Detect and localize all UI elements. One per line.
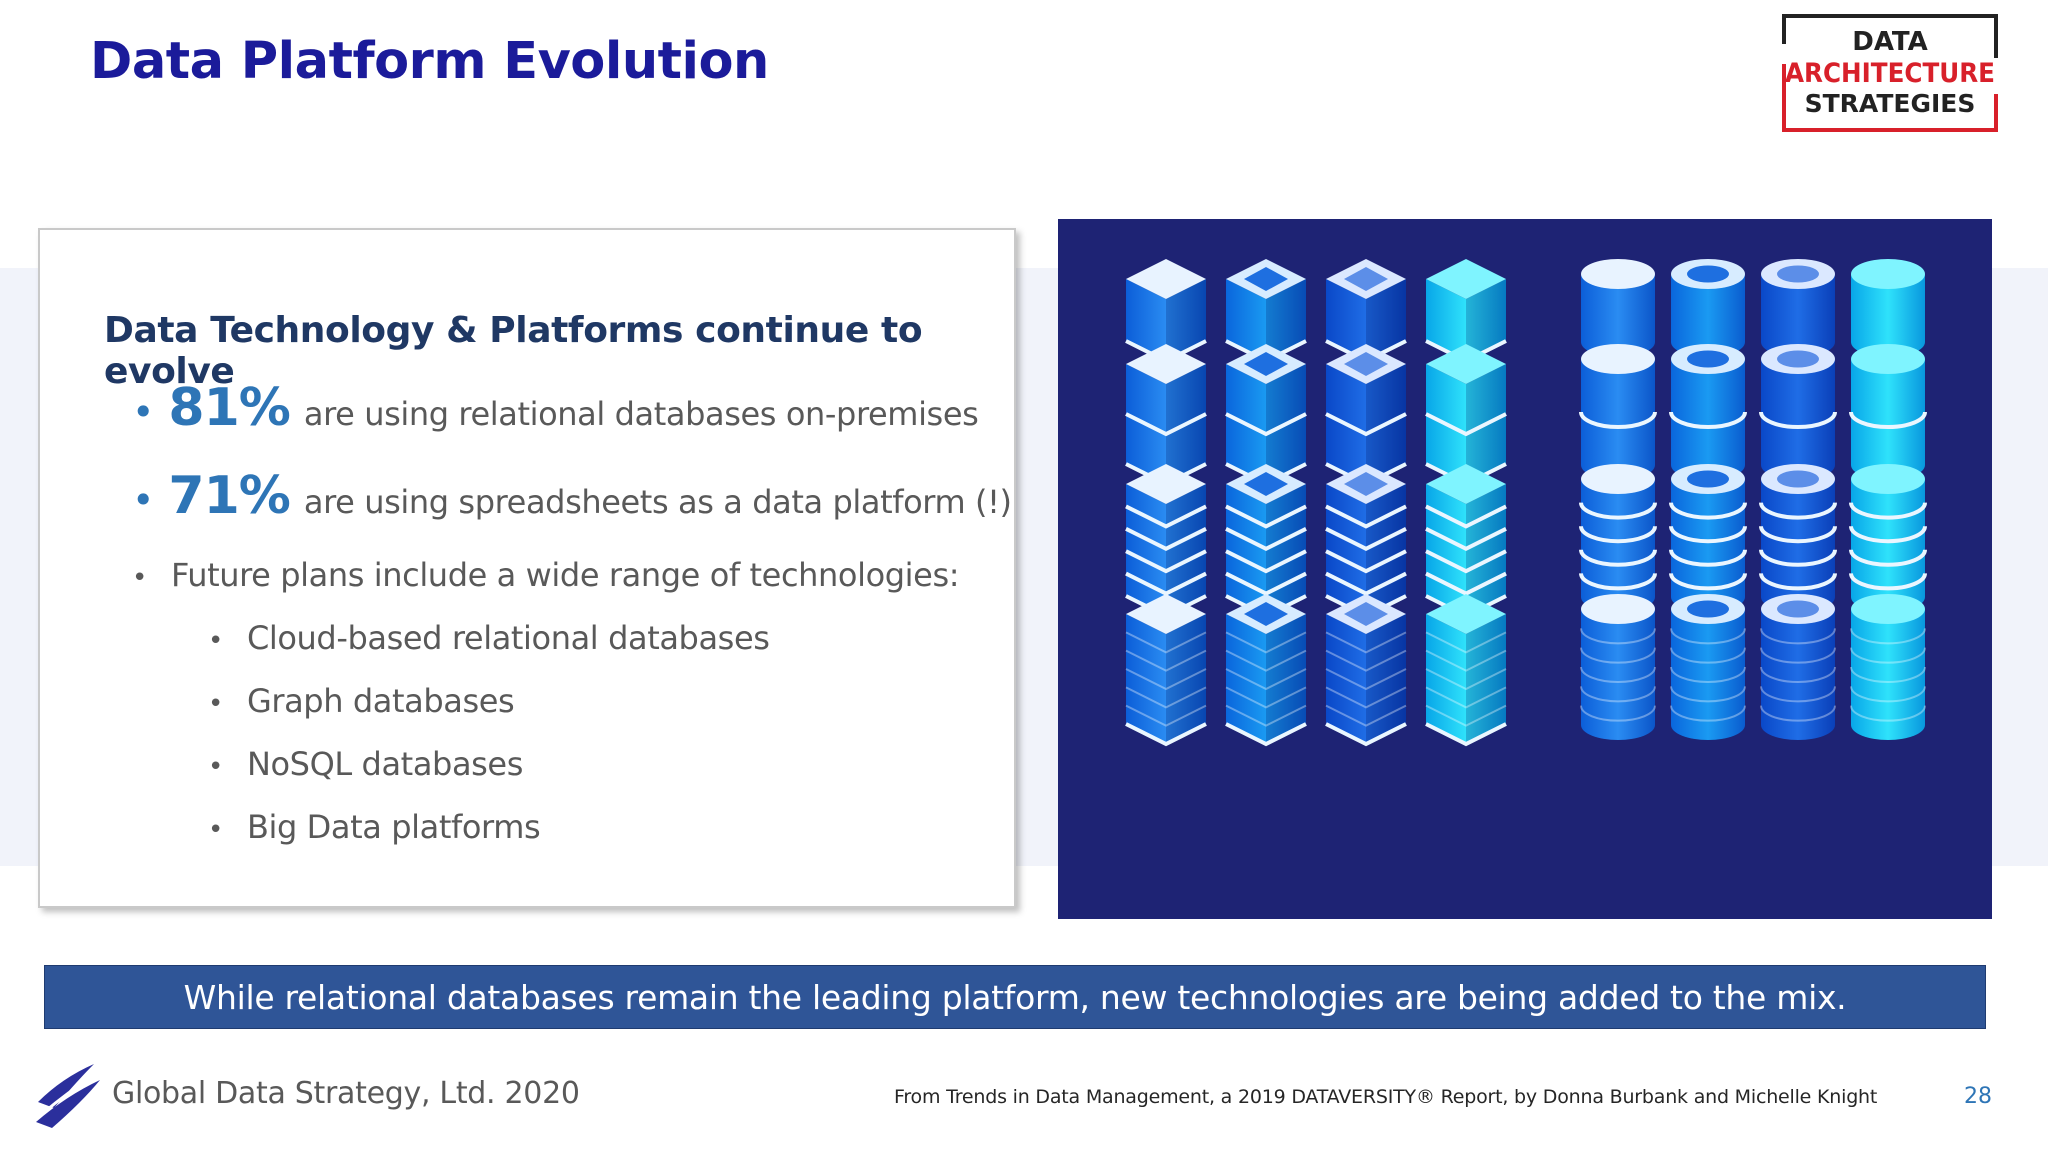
bullet-dot: • [208, 815, 223, 845]
database-cube-icon [1425, 344, 1507, 487]
database-cube-icon [1125, 464, 1207, 619]
stat-row-relational: • 81% are using relational databases on-… [132, 378, 979, 438]
database-illustration [1058, 219, 1992, 919]
page-number: 28 [1964, 1084, 1992, 1109]
database-cylinder-icon [1581, 259, 1655, 357]
database-cube-icon [1325, 344, 1407, 487]
technology-label: Big Data platforms [246, 808, 541, 846]
content-card: Data Technology & Platforms continue to … [38, 228, 1016, 908]
footer-company: Global Data Strategy, Ltd. 2020 [112, 1076, 580, 1111]
summary-banner: While relational databases remain the le… [44, 965, 1986, 1029]
database-cube-icon [1125, 259, 1207, 364]
database-cylinder-icon [1760, 594, 1836, 740]
database-cube-icon [1225, 344, 1307, 487]
technology-label: Cloud-based relational databases [246, 619, 770, 657]
technology-item: • NoSQL databases [208, 745, 523, 783]
future-plans-item: • Future plans include a wide range of t… [132, 556, 960, 594]
logo-line-3: STRATEGIES [1805, 89, 1976, 118]
database-cylinder-icon [1669, 344, 1747, 480]
database-cylinder-icon [1579, 464, 1657, 612]
slide-title: Data Platform Evolution [90, 32, 769, 91]
database-cylinder-icon [1759, 344, 1837, 480]
database-cube-icon [1425, 464, 1507, 619]
footer-source-citation: From Trends in Data Management, a 2019 D… [894, 1086, 1878, 1108]
bullet-dot: • [132, 563, 147, 593]
database-cylinder-icon [1670, 594, 1746, 740]
database-cylinder-icon [1579, 344, 1657, 480]
technology-item: • Big Data platforms [208, 808, 541, 846]
database-cylinder-icon [1669, 464, 1747, 612]
stat-value: 81% [168, 378, 290, 438]
bullet-dot: • [132, 390, 155, 434]
bullet-dot: • [208, 689, 223, 719]
technology-item: • Graph databases [208, 682, 515, 720]
database-cylinder-icon [1851, 259, 1925, 357]
logo-line-1: DATA [1852, 27, 1928, 57]
database-cylinder-icon [1759, 464, 1837, 612]
database-cube-icon [1225, 594, 1307, 747]
database-cylinder-icon [1850, 594, 1926, 740]
stat-value: 71% [168, 466, 290, 526]
stat-row-spreadsheets: • 71% are using spreadsheets as a data p… [132, 466, 1012, 526]
technology-label: NoSQL databases [246, 745, 523, 783]
stat-text: are using relational databases on-premis… [303, 395, 979, 433]
database-cylinder-icon [1849, 344, 1927, 480]
bullet-dot: • [208, 752, 223, 782]
database-cylinder-icon [1849, 464, 1927, 612]
card-heading: Data Technology & Platforms continue to … [104, 310, 923, 392]
logo-line-2: ARCHITECTURE [1785, 58, 1995, 89]
technology-item: • Cloud-based relational databases [208, 619, 770, 657]
bullet-dot: • [132, 478, 155, 522]
database-cube-icon [1125, 594, 1207, 747]
database-cylinder-icon [1671, 259, 1745, 357]
database-icons-grid [1125, 259, 1927, 747]
database-cube-icon [1325, 259, 1407, 364]
database-cylinder-icon [1761, 259, 1835, 357]
database-cube-icon [1225, 464, 1307, 619]
stat-text: are using spreadsheets as a data platfor… [303, 483, 1012, 521]
data-architecture-strategies-logo: DATA ARCHITECTURE STRATEGIES [1782, 14, 1998, 132]
future-plans-text: Future plans include a wide range of tec… [170, 556, 960, 594]
database-cube-icon [1325, 464, 1407, 619]
database-cylinder-icon [1580, 594, 1656, 740]
database-cube-icon [1425, 594, 1507, 747]
technology-label: Graph databases [246, 682, 515, 720]
database-cube-icon [1225, 259, 1307, 364]
database-cube-icon [1425, 259, 1507, 364]
global-data-strategy-logo-icon [36, 1064, 100, 1128]
bullet-dot: • [208, 626, 223, 656]
database-cube-icon [1125, 344, 1207, 487]
database-cube-icon [1325, 594, 1407, 747]
